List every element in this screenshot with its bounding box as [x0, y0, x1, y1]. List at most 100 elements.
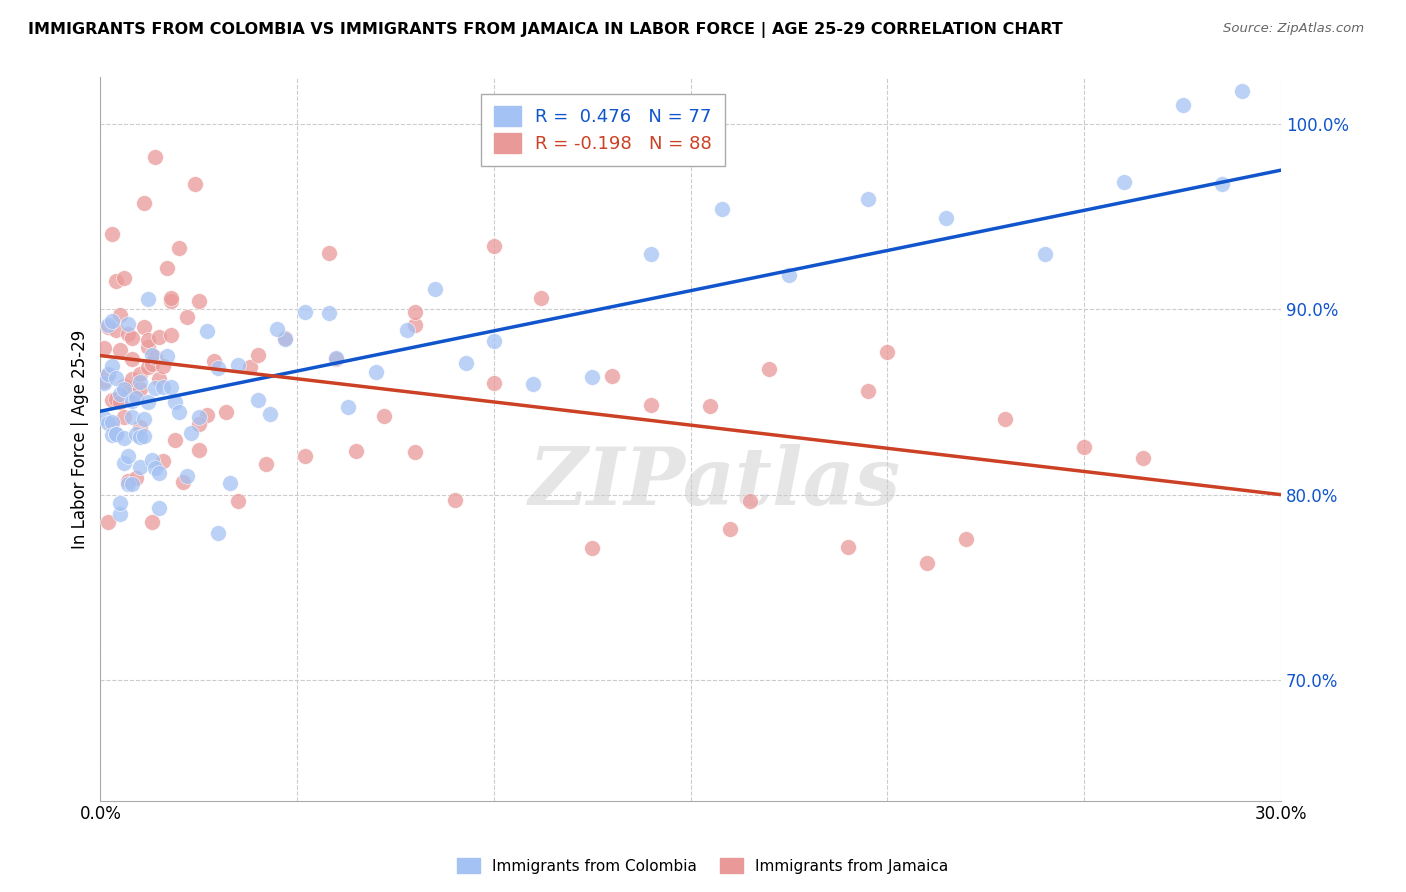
Point — [318, 246, 340, 260]
Point — [246, 393, 269, 408]
Point — [226, 494, 249, 508]
Point — [141, 452, 163, 467]
Point — [121, 394, 143, 409]
Point — [93, 411, 115, 425]
Point — [274, 331, 297, 345]
Point — [141, 357, 163, 371]
Point — [581, 541, 603, 555]
Point — [204, 353, 226, 368]
Point — [112, 431, 135, 445]
Point — [105, 426, 128, 441]
Point — [117, 477, 139, 491]
Point — [141, 348, 163, 362]
Point — [132, 196, 155, 211]
Point — [97, 368, 120, 382]
Point — [581, 370, 603, 384]
Point — [121, 330, 143, 344]
Point — [145, 381, 167, 395]
Point — [876, 344, 898, 359]
Point — [121, 410, 143, 425]
Point — [105, 392, 128, 407]
Point — [1112, 175, 1135, 189]
Point — [93, 376, 115, 390]
Point — [172, 475, 194, 490]
Point — [318, 306, 340, 320]
Point — [156, 261, 179, 276]
Legend: R =  0.476   N = 77, R = -0.198   N = 88: R = 0.476 N = 77, R = -0.198 N = 88 — [481, 94, 725, 166]
Point — [187, 294, 209, 309]
Point — [187, 442, 209, 457]
Point — [105, 426, 128, 441]
Point — [778, 268, 800, 282]
Point — [1230, 84, 1253, 98]
Point — [97, 416, 120, 430]
Point — [758, 362, 780, 376]
Point — [97, 318, 120, 332]
Point — [738, 493, 761, 508]
Point — [148, 371, 170, 385]
Point — [325, 351, 347, 366]
Point — [121, 477, 143, 491]
Point — [239, 360, 262, 375]
Point — [125, 388, 148, 402]
Point — [101, 314, 124, 328]
Point — [117, 317, 139, 331]
Point — [640, 246, 662, 260]
Point — [404, 318, 426, 332]
Point — [404, 305, 426, 319]
Point — [530, 292, 553, 306]
Point — [266, 322, 288, 336]
Point — [108, 496, 131, 510]
Legend: Immigrants from Colombia, Immigrants from Jamaica: Immigrants from Colombia, Immigrants fro… — [451, 852, 955, 880]
Point — [117, 449, 139, 463]
Point — [344, 444, 367, 458]
Point — [148, 330, 170, 344]
Point — [128, 376, 150, 390]
Point — [101, 417, 124, 432]
Point — [187, 417, 209, 431]
Point — [364, 365, 387, 379]
Point — [93, 342, 115, 356]
Point — [259, 407, 281, 421]
Point — [117, 327, 139, 342]
Point — [640, 398, 662, 412]
Point — [167, 241, 190, 255]
Point — [141, 515, 163, 529]
Point — [145, 350, 167, 364]
Point — [195, 324, 218, 338]
Point — [522, 377, 544, 392]
Point — [165, 395, 187, 409]
Point — [105, 371, 128, 385]
Point — [160, 294, 183, 309]
Point — [856, 192, 879, 206]
Point — [108, 308, 131, 322]
Point — [600, 369, 623, 384]
Point — [718, 522, 741, 536]
Point — [128, 420, 150, 434]
Text: IMMIGRANTS FROM COLOMBIA VS IMMIGRANTS FROM JAMAICA IN LABOR FORCE | AGE 25-29 C: IMMIGRANTS FROM COLOMBIA VS IMMIGRANTS F… — [28, 22, 1063, 38]
Point — [117, 474, 139, 488]
Point — [160, 328, 183, 343]
Point — [176, 468, 198, 483]
Point — [112, 270, 135, 285]
Point — [294, 450, 316, 464]
Point — [108, 395, 131, 409]
Point — [132, 411, 155, 425]
Point — [128, 382, 150, 396]
Point — [136, 292, 159, 306]
Point — [108, 386, 131, 401]
Point — [101, 415, 124, 429]
Point — [97, 367, 120, 381]
Point — [112, 456, 135, 470]
Point — [165, 434, 187, 448]
Point — [1033, 247, 1056, 261]
Point — [1211, 178, 1233, 192]
Point — [112, 378, 135, 392]
Point — [152, 453, 174, 467]
Point — [167, 405, 190, 419]
Point — [121, 372, 143, 386]
Y-axis label: In Labor Force | Age 25-29: In Labor Force | Age 25-29 — [72, 329, 89, 549]
Point — [337, 401, 360, 415]
Point — [482, 376, 505, 390]
Point — [373, 409, 395, 423]
